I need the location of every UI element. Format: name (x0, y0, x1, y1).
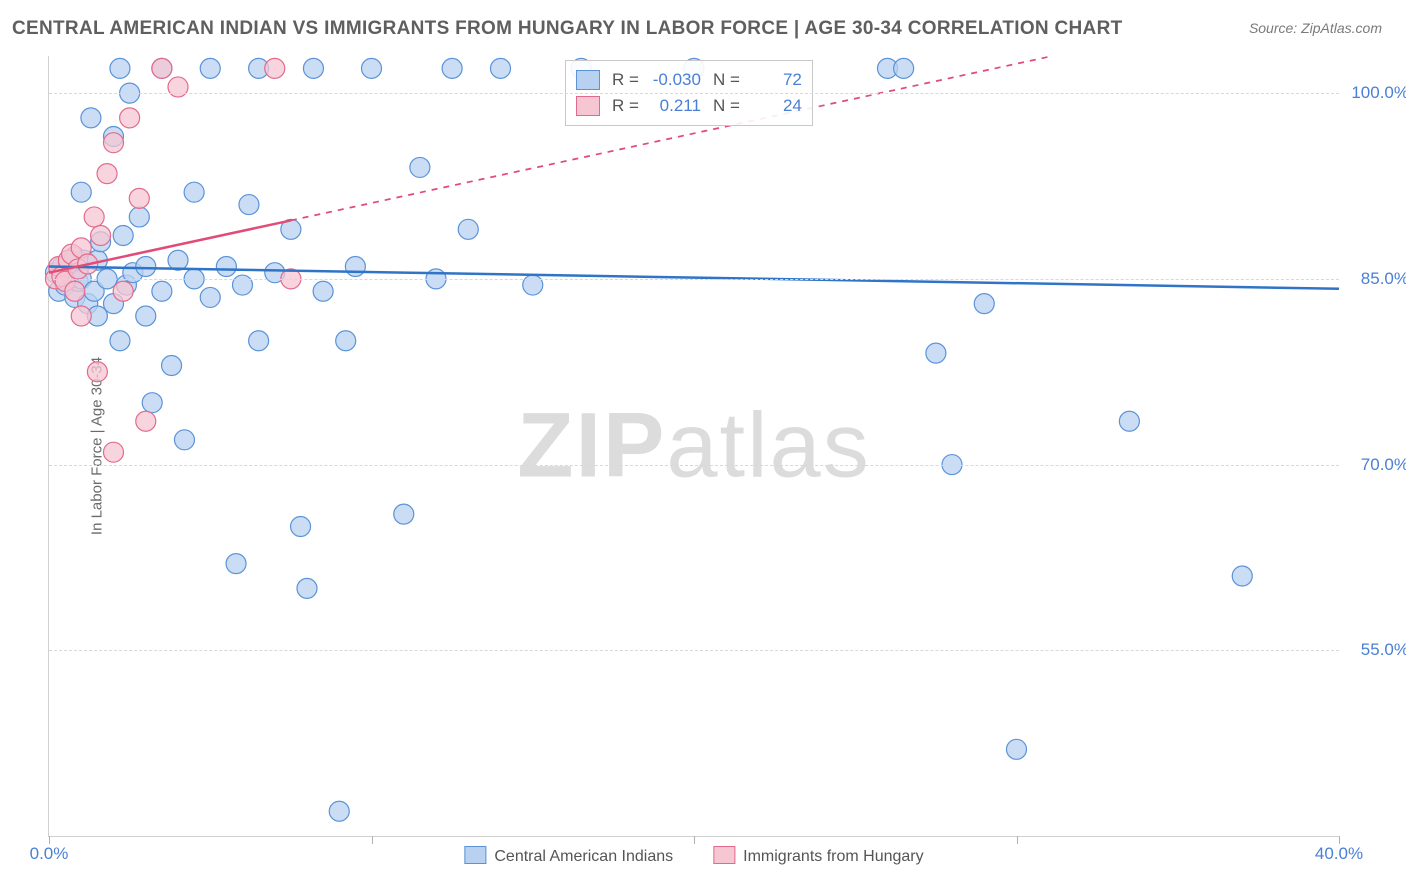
scatter-point (142, 393, 162, 413)
y-tick-label: 55.0% (1349, 640, 1406, 660)
legend-bottom-label: Central American Indians (494, 848, 673, 865)
legend-swatch (576, 96, 600, 116)
legend-n-label: N = (713, 67, 740, 93)
legend-r-label: R = (612, 93, 639, 119)
scatter-point (71, 306, 91, 326)
scatter-point (926, 343, 946, 363)
legend-box-row: R = 0.211 N = 24 (576, 93, 802, 119)
gridline-h (49, 279, 1339, 280)
scatter-point (458, 219, 478, 239)
legend-r-value: 0.211 (651, 93, 701, 119)
scatter-point (1119, 411, 1139, 431)
scatter-point (1232, 566, 1252, 586)
scatter-point (394, 504, 414, 524)
scatter-point (226, 554, 246, 574)
chart-title: CENTRAL AMERICAN INDIAN VS IMMIGRANTS FR… (12, 18, 1123, 40)
legend-r-value: -0.030 (651, 67, 701, 93)
gridline-h (49, 93, 1339, 94)
scatter-point (1007, 739, 1027, 759)
legend-bottom-item: Immigrants from Hungary (713, 846, 924, 866)
scatter-point (136, 411, 156, 431)
x-tick-label: 40.0% (1315, 844, 1363, 864)
scatter-point (168, 250, 188, 270)
scatter-point (297, 578, 317, 598)
scatter-point (97, 164, 117, 184)
chart-svg (49, 56, 1339, 836)
x-tick (372, 836, 373, 844)
scatter-point (184, 182, 204, 202)
scatter-point (974, 294, 994, 314)
y-tick-label: 100.0% (1349, 83, 1406, 103)
scatter-point (200, 58, 220, 78)
scatter-point (136, 306, 156, 326)
x-tick (49, 836, 50, 844)
scatter-point (71, 182, 91, 202)
scatter-point (104, 442, 124, 462)
scatter-point (265, 58, 285, 78)
scatter-point (110, 58, 130, 78)
scatter-point (87, 362, 107, 382)
scatter-point (442, 58, 462, 78)
scatter-point (239, 195, 259, 215)
title-bar: CENTRAL AMERICAN INDIAN VS IMMIGRANTS FR… (0, 18, 1406, 48)
scatter-point (110, 331, 130, 351)
legend-swatch (713, 846, 735, 864)
scatter-point (336, 331, 356, 351)
plot-area: ZIPatlas R =-0.030N =72R =0.211N =24 Cen… (48, 56, 1339, 837)
scatter-point (136, 256, 156, 276)
gridline-h (49, 650, 1339, 651)
legend-n-value: 24 (752, 93, 802, 119)
y-tick-label: 85.0% (1349, 269, 1406, 289)
scatter-point (91, 226, 111, 246)
legend-bottom: Central American Indians Immigrants from … (464, 846, 923, 866)
x-tick (694, 836, 695, 844)
legend-box-row: R = -0.030 N = 72 (576, 67, 802, 93)
scatter-point (104, 133, 124, 153)
scatter-point (410, 157, 430, 177)
legend-swatch (576, 70, 600, 90)
scatter-point (329, 801, 349, 821)
scatter-point (216, 256, 236, 276)
scatter-point (162, 356, 182, 376)
legend-n-value: 72 (752, 67, 802, 93)
legend-bottom-item: Central American Indians (464, 846, 673, 866)
scatter-point (152, 281, 172, 301)
scatter-point (81, 108, 101, 128)
scatter-point (200, 287, 220, 307)
scatter-point (65, 281, 85, 301)
x-tick-label: 0.0% (30, 844, 69, 864)
scatter-point (362, 58, 382, 78)
legend-bottom-label: Immigrants from Hungary (743, 848, 924, 865)
scatter-point (249, 331, 269, 351)
legend-r-label: R = (612, 67, 639, 93)
legend-n-label: N = (713, 93, 740, 119)
x-tick (1339, 836, 1340, 844)
scatter-point (113, 281, 133, 301)
scatter-point (152, 58, 172, 78)
scatter-point (113, 226, 133, 246)
scatter-point (291, 516, 311, 536)
source-label: Source: ZipAtlas.com (1249, 20, 1382, 36)
scatter-point (303, 58, 323, 78)
x-tick (1017, 836, 1018, 844)
scatter-point (174, 430, 194, 450)
scatter-point (313, 281, 333, 301)
y-tick-label: 70.0% (1349, 455, 1406, 475)
scatter-point (345, 256, 365, 276)
legend-swatch (464, 846, 486, 864)
scatter-point (894, 58, 914, 78)
scatter-point (491, 58, 511, 78)
scatter-point (129, 188, 149, 208)
gridline-h (49, 465, 1339, 466)
scatter-point (84, 207, 104, 227)
scatter-point (129, 207, 149, 227)
scatter-point (120, 108, 140, 128)
